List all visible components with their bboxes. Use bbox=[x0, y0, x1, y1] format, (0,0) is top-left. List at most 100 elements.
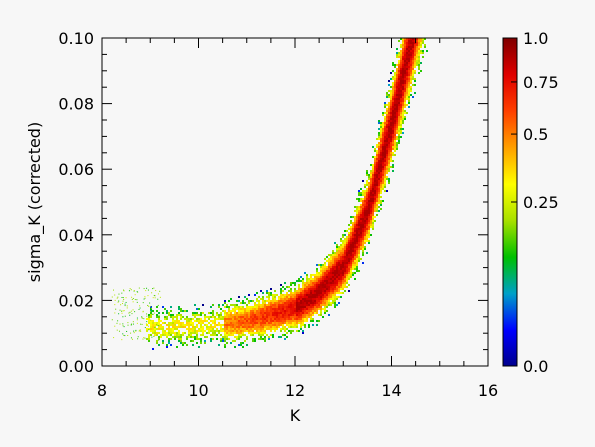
density-cell bbox=[266, 304, 268, 306]
density-cell bbox=[372, 216, 374, 218]
density-cell bbox=[276, 320, 278, 322]
density-cell bbox=[416, 60, 418, 62]
density-cell bbox=[400, 106, 402, 108]
colorbar-band bbox=[503, 147, 517, 149]
colorbar-band bbox=[503, 188, 517, 190]
density-cell bbox=[150, 307, 152, 309]
density-cell bbox=[336, 262, 338, 264]
density-cell bbox=[244, 312, 246, 314]
density-cell bbox=[384, 142, 386, 144]
density-cell bbox=[238, 320, 240, 322]
density-cell bbox=[408, 66, 410, 68]
density-cell bbox=[392, 70, 394, 72]
density-cell bbox=[400, 112, 402, 114]
density-cell bbox=[330, 268, 332, 270]
density-cell bbox=[208, 318, 210, 320]
density-cell bbox=[184, 318, 186, 320]
density-cell bbox=[274, 312, 276, 314]
density-cell bbox=[374, 202, 376, 204]
density-cell bbox=[350, 276, 352, 278]
density-cell bbox=[338, 260, 340, 262]
density-cell bbox=[380, 142, 382, 144]
density-cell bbox=[390, 160, 392, 162]
density-cell bbox=[360, 220, 362, 222]
density-cell bbox=[302, 300, 304, 302]
density-cell bbox=[390, 128, 392, 130]
density-cell bbox=[308, 282, 310, 284]
density-cell bbox=[306, 300, 308, 302]
density-cell bbox=[272, 334, 274, 336]
y-tick-label: 0.00 bbox=[58, 357, 94, 376]
density-cell bbox=[396, 124, 398, 126]
density-cell bbox=[336, 248, 338, 250]
density-cell bbox=[398, 80, 400, 82]
density-cell bbox=[356, 252, 358, 254]
density-cell bbox=[264, 322, 266, 324]
density-cell bbox=[368, 178, 370, 180]
density-cell bbox=[254, 302, 256, 304]
density-cell bbox=[362, 262, 364, 264]
density-cell bbox=[208, 312, 210, 314]
density-cell bbox=[372, 186, 374, 188]
density-cell bbox=[340, 260, 342, 262]
density-cell bbox=[342, 282, 344, 284]
density-cell bbox=[408, 90, 410, 92]
density-cell bbox=[240, 314, 242, 316]
density-cell bbox=[234, 320, 236, 322]
density-cell bbox=[322, 292, 324, 294]
density-cell bbox=[368, 220, 370, 222]
density-cell bbox=[414, 80, 416, 82]
density-cell bbox=[310, 292, 312, 294]
density-cell bbox=[310, 274, 312, 276]
density-cell bbox=[256, 298, 258, 300]
density-cell bbox=[278, 322, 280, 324]
density-cell bbox=[356, 266, 358, 268]
density-cell bbox=[398, 122, 400, 124]
density-cell bbox=[272, 300, 274, 302]
density-cell bbox=[382, 134, 384, 136]
density-cell bbox=[272, 312, 274, 314]
density-cell bbox=[390, 104, 392, 106]
density-cell bbox=[139, 307, 141, 309]
colorbar-band bbox=[503, 259, 517, 261]
density-cell bbox=[350, 262, 352, 264]
density-cell bbox=[396, 88, 398, 90]
density-cell bbox=[288, 298, 290, 300]
density-cell bbox=[386, 168, 388, 170]
density-cell bbox=[240, 330, 242, 332]
density-cell bbox=[182, 332, 184, 334]
density-cell bbox=[410, 48, 412, 50]
colorbar-band bbox=[503, 329, 517, 331]
density-cell bbox=[200, 334, 202, 336]
density-cell bbox=[280, 290, 282, 292]
density-cell bbox=[182, 334, 184, 336]
density-cell bbox=[294, 302, 296, 304]
colorbar-band bbox=[503, 315, 517, 317]
density-cell bbox=[292, 314, 294, 316]
density-cell bbox=[122, 333, 124, 335]
density-cell bbox=[308, 308, 310, 310]
density-cell bbox=[404, 86, 406, 88]
density-cell bbox=[228, 326, 230, 328]
density-cell bbox=[354, 272, 356, 274]
density-cell bbox=[302, 310, 304, 312]
density-cell bbox=[372, 208, 374, 210]
density-cell bbox=[408, 42, 410, 44]
density-cell bbox=[402, 98, 404, 100]
density-cell bbox=[220, 324, 222, 326]
density-cell bbox=[388, 132, 390, 134]
density-cell bbox=[292, 292, 294, 294]
density-cell bbox=[352, 258, 354, 260]
density-cell bbox=[378, 202, 380, 204]
density-cell bbox=[159, 290, 161, 292]
density-cell bbox=[156, 328, 158, 330]
density-cell bbox=[364, 212, 366, 214]
density-cell bbox=[332, 266, 334, 268]
density-cell bbox=[364, 248, 366, 250]
density-cell bbox=[146, 313, 148, 315]
colorbar-band bbox=[503, 194, 517, 196]
colorbar-band bbox=[503, 202, 517, 204]
density-cell bbox=[390, 154, 392, 156]
density-cell bbox=[380, 184, 382, 186]
density-cell bbox=[288, 296, 290, 298]
